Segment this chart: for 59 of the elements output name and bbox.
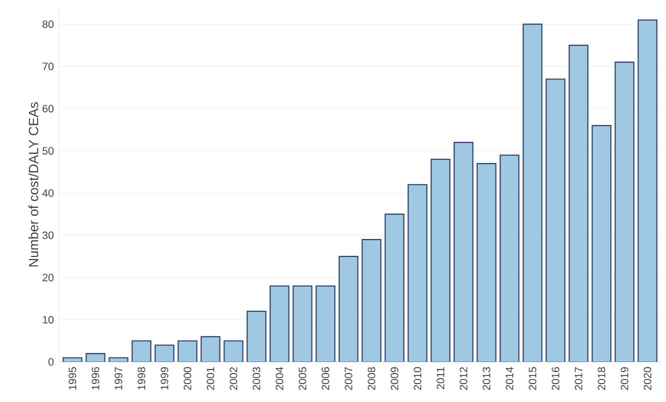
x-tick-label: 2012 [460, 367, 468, 390]
bar [155, 345, 174, 362]
y-tick-label: 30 [42, 232, 54, 240]
bar [316, 286, 335, 362]
x-tick-label: 2009 [390, 367, 398, 390]
x-tick-label: 2001 [206, 367, 214, 390]
bar [385, 214, 404, 362]
x-tick-label: 2017 [574, 367, 582, 390]
x-tick-label: 1997 [114, 367, 122, 390]
bar [339, 256, 358, 362]
y-tick-label: 50 [42, 147, 54, 155]
bar [592, 126, 611, 362]
y-tick-label: 70 [42, 62, 54, 70]
x-tick-label: 2018 [598, 367, 606, 390]
bar [201, 336, 220, 362]
x-tick-label: 2004 [276, 367, 284, 390]
y-tick-label: 40 [42, 189, 54, 197]
bar [224, 340, 243, 362]
x-tick-label: 2003 [252, 367, 260, 390]
bar [431, 159, 450, 362]
bar [569, 45, 588, 362]
x-tick-label: 2010 [414, 367, 422, 390]
bar [477, 164, 496, 362]
bar [362, 240, 381, 362]
y-tick-label: 20 [42, 274, 54, 282]
x-tick-label: 2000 [184, 367, 192, 390]
bar [500, 155, 519, 362]
x-tick-label: 1995 [68, 367, 76, 390]
x-tick-label: 2006 [322, 367, 330, 390]
x-tick-label: 2002 [230, 367, 238, 390]
bar [408, 184, 427, 362]
y-axis-title: Number of cost/DALY CEAs [28, 102, 38, 266]
bar [454, 142, 473, 362]
x-tick-label: 2014 [506, 367, 514, 390]
bar [132, 340, 151, 362]
bar [546, 79, 565, 362]
x-tick-label: 2008 [368, 367, 376, 390]
bar [293, 286, 312, 362]
bar [270, 286, 289, 362]
x-tick-label: 2005 [298, 367, 306, 390]
y-tick-label: 0 [48, 358, 54, 366]
y-tick-label: 60 [42, 104, 54, 112]
x-tick-label: 2020 [644, 367, 652, 390]
bar [178, 340, 197, 362]
y-tick-label: 10 [42, 316, 54, 324]
bar [247, 311, 266, 362]
x-tick-label: 1998 [138, 367, 146, 390]
bar [615, 62, 634, 362]
bar [523, 24, 542, 362]
x-tick-label: 1996 [92, 367, 100, 390]
x-tick-label: 2019 [620, 367, 628, 390]
x-tick-label: 2007 [344, 367, 352, 390]
x-tick-label: 2013 [482, 367, 490, 390]
x-tick-label: 1999 [160, 367, 168, 390]
x-tick-label: 2011 [436, 367, 444, 390]
x-tick-label: 2015 [528, 367, 536, 390]
x-tick-label: 2016 [552, 367, 560, 390]
bar [638, 19, 658, 362]
y-tick-label: 80 [42, 20, 54, 28]
